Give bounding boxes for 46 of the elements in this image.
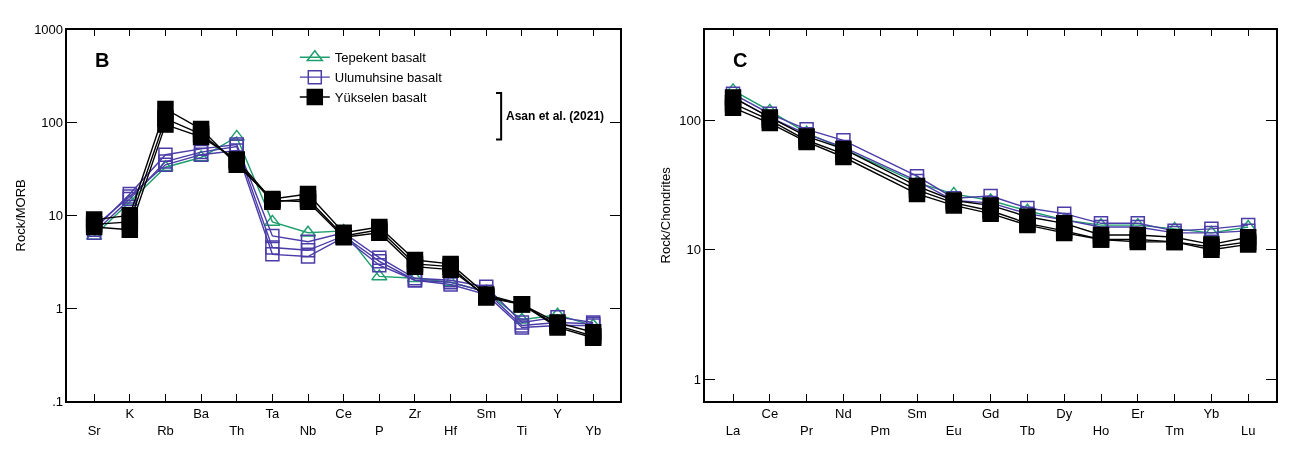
- y-tick-label: 100: [41, 115, 64, 131]
- x-tick-label: Pm: [870, 423, 890, 439]
- legend-label: Yükselen basalt: [334, 90, 427, 106]
- x-tick-label: Ce: [335, 406, 352, 422]
- annotation: C: [733, 49, 748, 71]
- x-tick-label: Th: [229, 423, 245, 439]
- x-tick-label: Eu: [945, 423, 962, 439]
- x-tick-label: K: [125, 406, 135, 422]
- x-tick-label: Er: [1131, 406, 1145, 422]
- y-axis-title: Rock/Chondrites: [657, 166, 673, 264]
- y-tick-label: 100: [679, 112, 702, 128]
- y-tick-label: 1000: [34, 22, 64, 38]
- x-tick-label: Tb: [1019, 423, 1035, 439]
- x-tick-label: Lu: [1240, 423, 1256, 439]
- annotation: B: [95, 49, 110, 71]
- y-tick-label: 10: [686, 242, 702, 258]
- x-tick-label: Sm: [907, 406, 927, 422]
- x-tick-label: Gd: [981, 406, 1000, 422]
- x-tick-label: Y: [553, 406, 563, 422]
- annotation: Asan et al. (2021): [506, 109, 605, 123]
- x-tick-label: Ta: [265, 406, 281, 422]
- x-tick-label: Yb: [585, 423, 602, 439]
- x-tick-label: P: [374, 423, 384, 439]
- legend-label: Tepekent basalt: [334, 50, 427, 66]
- x-tick-label: Zr: [408, 406, 422, 422]
- x-tick-label: Pr: [800, 423, 814, 439]
- x-tick-label: Ce: [761, 406, 779, 422]
- x-tick-label: Tm: [1165, 423, 1184, 439]
- x-tick-label: Dy: [1056, 406, 1073, 422]
- x-tick-label: Nd: [835, 406, 852, 422]
- x-tick-label: Ba: [193, 406, 210, 422]
- x-tick-label: Rb: [157, 423, 174, 439]
- x-tick-label: Yb: [1203, 406, 1220, 422]
- x-tick-label: Nb: [299, 423, 317, 439]
- y-tick-label: 1: [693, 371, 702, 387]
- x-tick-label: Sm: [476, 406, 497, 422]
- y-tick-label: .1: [52, 393, 64, 409]
- x-tick-label: La: [725, 423, 742, 439]
- x-tick-label: Ho: [1092, 423, 1110, 439]
- x-tick-label: Hf: [444, 423, 458, 439]
- x-tick-label: Sr: [87, 423, 102, 439]
- legend-label: Ulumuhsine basalt: [334, 70, 443, 86]
- y-tick-label: 10: [48, 207, 64, 223]
- x-tick-label: Ti: [516, 423, 528, 439]
- y-axis-title: Rock/MORB: [12, 179, 28, 252]
- y-tick-label: 1: [55, 300, 64, 316]
